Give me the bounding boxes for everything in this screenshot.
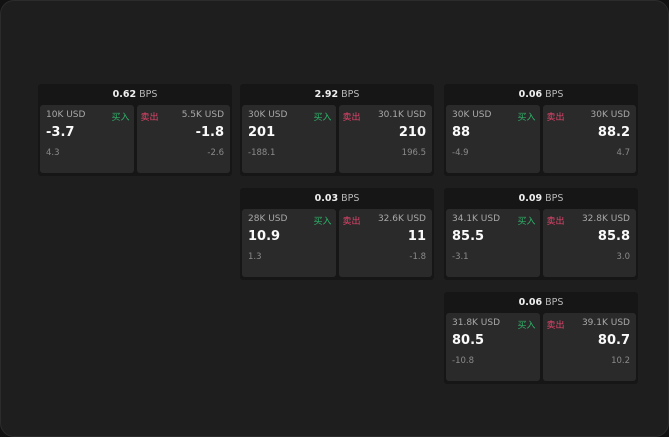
quote-widget: 0.06 BPS 31.8K USD 买入 80.5 -10.8 卖出 39.1… — [444, 292, 638, 384]
sell-card[interactable]: 卖出 32.6K USD 11 -1.8 — [338, 209, 432, 277]
ask-change: 3.0 — [616, 252, 630, 262]
ask-price: 85.8 — [597, 229, 630, 244]
quote-widget: 0.03 BPS 28K USD 买入 10.9 1.3 卖出 32.6K US… — [240, 188, 434, 280]
sell-card[interactable]: 卖出 30.1K USD 210 196.5 — [338, 105, 432, 173]
ask-size: 32.6K USD — [377, 214, 426, 224]
spread-unit: BPS — [341, 89, 360, 100]
spread-header: 2.92 BPS — [240, 84, 434, 105]
bid-price: 85.5 — [452, 229, 485, 244]
bid-price: -3.7 — [46, 125, 75, 140]
bid-change: 4.3 — [46, 148, 60, 158]
spread-value: 0.09 — [518, 193, 543, 204]
buy-label: 买入 — [111, 113, 130, 123]
buy-label: 买入 — [313, 217, 332, 227]
ask-size: 30K USD — [590, 110, 630, 120]
buy-card[interactable]: 10K USD 买入 -3.7 4.3 — [40, 105, 134, 173]
buy-card[interactable]: 31.8K USD 买入 80.5 -10.8 — [446, 313, 540, 381]
bid-change: 1.3 — [248, 252, 262, 262]
spread-unit: BPS — [545, 193, 564, 204]
bid-change: -3.1 — [452, 252, 469, 262]
sell-label: 卖出 — [546, 217, 565, 227]
bid-price: 10.9 — [248, 229, 281, 244]
sell-label: 卖出 — [546, 321, 565, 331]
bid-price: 80.5 — [452, 333, 485, 348]
ask-change: 4.7 — [616, 148, 630, 158]
buy-label: 买入 — [517, 113, 536, 123]
spread-value: 0.06 — [518, 89, 543, 100]
bid-size: 34.1K USD — [452, 214, 501, 224]
quote-widget: 0.06 BPS 30K USD 买入 88 -4.9 卖出 30K USD 8… — [444, 84, 638, 176]
bid-price: 88 — [452, 125, 471, 140]
sell-card[interactable]: 卖出 30K USD 88.2 4.7 — [542, 105, 636, 173]
bid-size: 30K USD — [452, 110, 492, 120]
bid-change: -10.8 — [452, 356, 474, 366]
spread-value: 2.92 — [314, 89, 339, 100]
bid-size: 30K USD — [248, 110, 288, 120]
sell-label: 卖出 — [342, 113, 361, 123]
ask-change: 196.5 — [401, 148, 426, 158]
spread-value: 0.06 — [518, 297, 543, 308]
bid-change: -4.9 — [452, 148, 469, 158]
sell-label: 卖出 — [546, 113, 565, 123]
spread-unit: BPS — [545, 297, 564, 308]
ask-size: 32.8K USD — [581, 214, 630, 224]
bid-change: -188.1 — [248, 148, 276, 158]
buy-label: 买入 — [517, 321, 536, 331]
ask-price: 210 — [398, 125, 426, 140]
ask-size: 5.5K USD — [181, 110, 224, 120]
buy-card[interactable]: 30K USD 买入 201 -188.1 — [242, 105, 336, 173]
ask-change: -2.6 — [207, 148, 224, 158]
ask-change: 10.2 — [611, 356, 630, 366]
spread-value: 0.62 — [112, 89, 137, 100]
bid-size: 28K USD — [248, 214, 288, 224]
sell-label: 卖出 — [140, 113, 159, 123]
ask-price: 80.7 — [597, 333, 630, 348]
ask-size: 39.1K USD — [581, 318, 630, 328]
spread-header: 0.06 BPS — [444, 84, 638, 105]
spread-unit: BPS — [139, 89, 158, 100]
ask-change: -1.8 — [409, 252, 426, 262]
bid-price: 201 — [248, 125, 276, 140]
buy-card[interactable]: 30K USD 买入 88 -4.9 — [446, 105, 540, 173]
spread-header: 0.03 BPS — [240, 188, 434, 209]
spread-unit: BPS — [341, 193, 360, 204]
buy-card[interactable]: 34.1K USD 买入 85.5 -3.1 — [446, 209, 540, 277]
quote-widget: 2.92 BPS 30K USD 买入 201 -188.1 卖出 30.1K … — [240, 84, 434, 176]
sell-card[interactable]: 卖出 5.5K USD -1.8 -2.6 — [136, 105, 230, 173]
buy-label: 买入 — [517, 217, 536, 227]
quote-widget: 0.09 BPS 34.1K USD 买入 85.5 -3.1 卖出 32.8K… — [444, 188, 638, 280]
spread-unit: BPS — [545, 89, 564, 100]
spread-value: 0.03 — [314, 193, 339, 204]
spread-header: 0.09 BPS — [444, 188, 638, 209]
buy-label: 买入 — [313, 113, 332, 123]
ask-price: -1.8 — [195, 125, 224, 140]
sell-card[interactable]: 卖出 39.1K USD 80.7 10.2 — [542, 313, 636, 381]
bid-size: 10K USD — [46, 110, 86, 120]
ask-size: 30.1K USD — [377, 110, 426, 120]
ask-price: 88.2 — [597, 125, 630, 140]
sell-card[interactable]: 卖出 32.8K USD 85.8 3.0 — [542, 209, 636, 277]
ask-price: 11 — [407, 229, 426, 244]
spread-header: 0.06 BPS — [444, 292, 638, 313]
spread-header: 0.62 BPS — [38, 84, 232, 105]
sell-label: 卖出 — [342, 217, 361, 227]
bid-size: 31.8K USD — [452, 318, 501, 328]
quote-widget: 0.62 BPS 10K USD 买入 -3.7 4.3 卖出 5.5K USD… — [38, 84, 232, 176]
buy-card[interactable]: 28K USD 买入 10.9 1.3 — [242, 209, 336, 277]
